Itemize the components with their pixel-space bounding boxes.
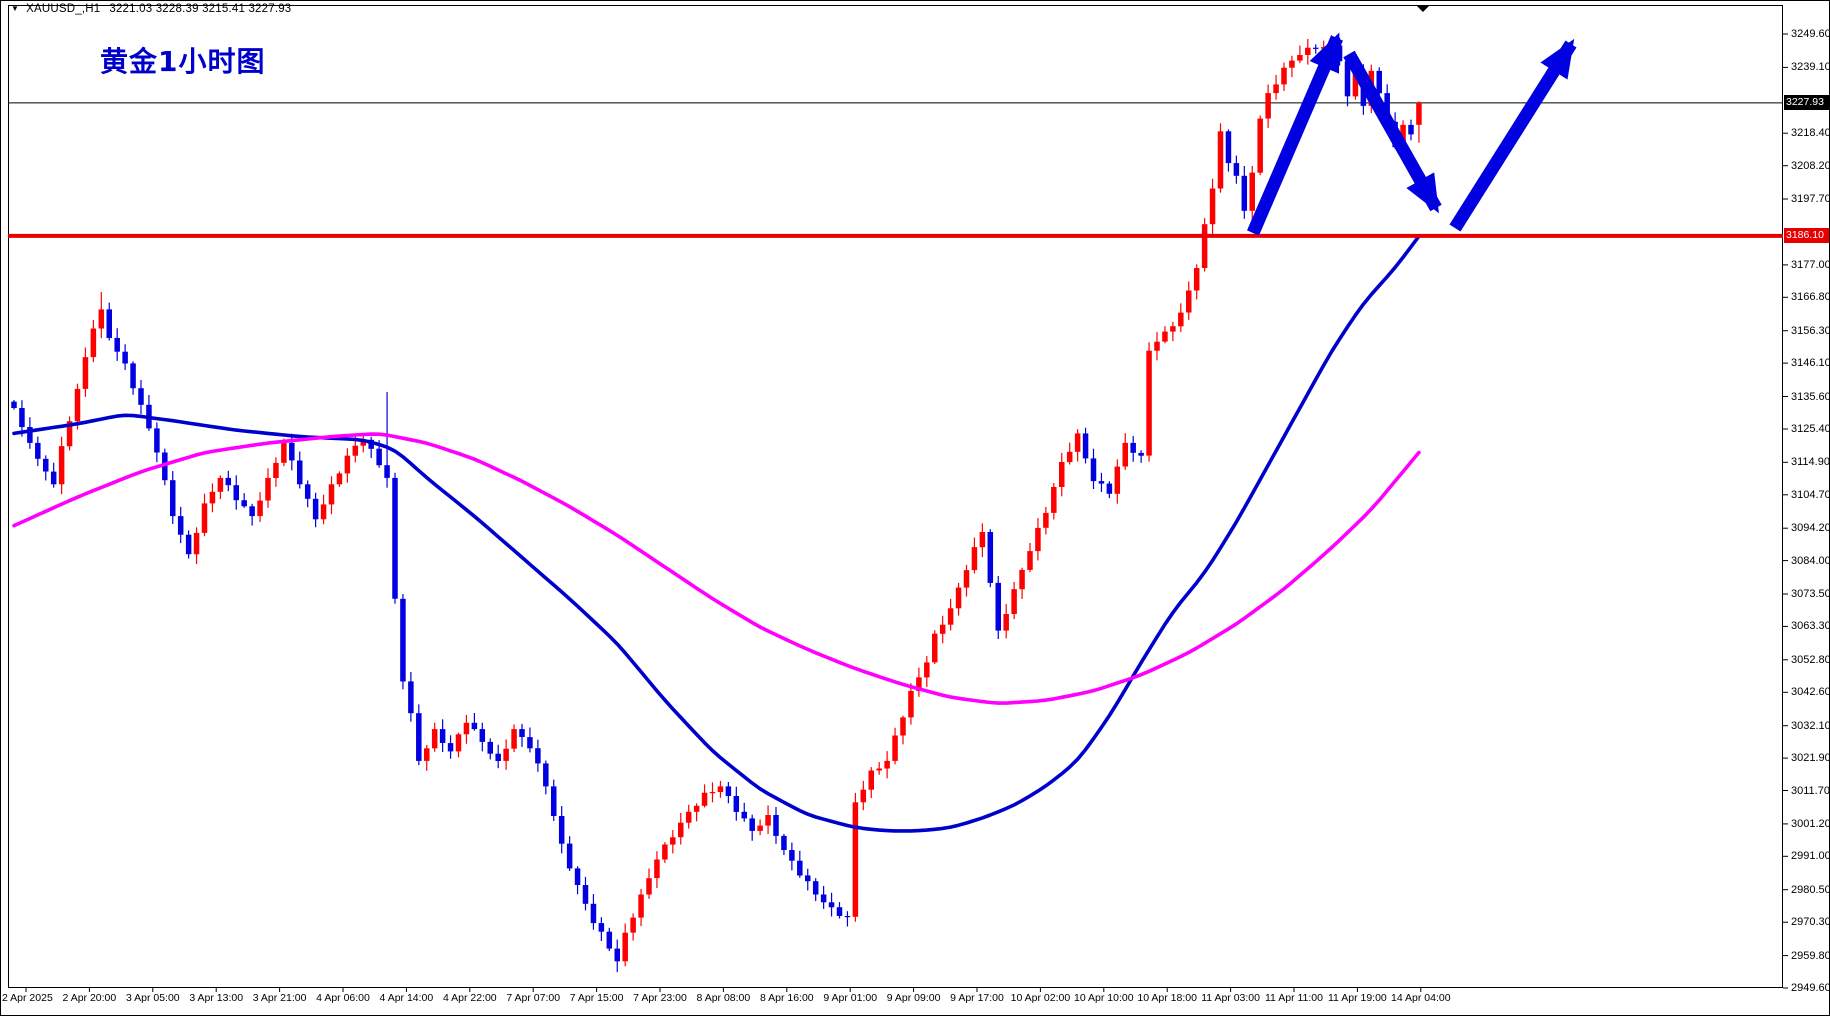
- ohlc-values: 3221.03 3228.39 3215.41 3227.93: [109, 3, 292, 15]
- time-tick-label: 3 Apr 05:00: [125, 992, 180, 1004]
- price-tick-label: 3011.70: [1791, 784, 1830, 797]
- trend-arrow-down-2: [1343, 50, 1442, 214]
- time-tick-label: 9 Apr 01:00: [823, 992, 878, 1004]
- time-tick-label: 3 Apr 13:00: [189, 992, 244, 1004]
- price-axis-ticks: [1783, 33, 1788, 989]
- time-tick-label: 11 Apr 03:00: [1201, 992, 1260, 1004]
- price-tick-label: 3249.60: [1791, 28, 1830, 40]
- time-tick-label: 4 Apr 22:00: [442, 992, 497, 1004]
- time-tick-label: 2 Apr 20:00: [62, 992, 117, 1004]
- chart-title-annotation[interactable]: 黄金1小时图: [100, 45, 266, 78]
- time-tick-label: 4 Apr 14:00: [379, 992, 434, 1004]
- time-axis-ticks: [25, 988, 1422, 992]
- time-tick-label: 11 Apr 11:00: [1265, 992, 1323, 1004]
- chart-shift-marker-icon[interactable]: [1416, 6, 1429, 12]
- price-tick-label: 2991.00: [1791, 850, 1830, 863]
- price-tick-label: 3084.00: [1791, 554, 1830, 567]
- price-tick-label: 3094.20: [1791, 522, 1830, 535]
- time-tick-label: 7 Apr 23:00: [633, 992, 687, 1004]
- time-tick-label: 8 Apr 08:00: [696, 992, 751, 1004]
- support-line-price-badge: 3186.10: [1784, 228, 1830, 244]
- price-tick-label: 3063.30: [1791, 620, 1830, 633]
- price-tick-label: 3146.10: [1791, 357, 1830, 370]
- price-tick-label: 3001.20: [1791, 817, 1830, 830]
- price-tick-label: 3052.80: [1791, 653, 1830, 666]
- price-tick-label: 2970.30: [1791, 916, 1830, 929]
- time-tick-label: 7 Apr 15:00: [569, 992, 624, 1004]
- price-tick-label: 2949.60: [1791, 982, 1830, 994]
- price-tick-label: 3104.70: [1791, 488, 1830, 501]
- time-tick-label: 3 Apr 21:00: [252, 992, 307, 1004]
- time-tick-label: 10 Apr 02:00: [1010, 992, 1071, 1004]
- ma-slow-line[interactable]: [12, 432, 1421, 705]
- price-tick-label: 2959.80: [1791, 949, 1830, 962]
- price-tick-label: 3218.40: [1791, 127, 1830, 140]
- price-tick-label: 3197.70: [1791, 193, 1830, 206]
- price-tick-label: 3177.00: [1791, 258, 1830, 271]
- price-tick-label: 3114.90: [1791, 456, 1830, 469]
- time-tick-label: 2 Apr 2025: [2, 992, 53, 1004]
- price-tick-label: 3166.80: [1791, 291, 1830, 304]
- time-tick-label: 10 Apr 18:00: [1137, 992, 1197, 1004]
- price-tick-label: 3032.10: [1791, 719, 1830, 732]
- trend-arrow-up-1: [1247, 32, 1343, 236]
- symbol-ohlc-header: ▼ XAUUSD_,H1 3221.03 3228.39 3215.41 3227.…: [11, 3, 291, 15]
- time-tick-label: 9 Apr 17:00: [950, 992, 1004, 1004]
- price-tick-label: 3156.30: [1791, 324, 1830, 337]
- time-tick-label: 7 Apr 07:00: [506, 992, 561, 1004]
- plot-frame: [8, 5, 1783, 988]
- price-tick-label: 3021.90: [1791, 752, 1830, 765]
- time-tick-label: 11 Apr 19:00: [1328, 992, 1387, 1004]
- price-tick-label: 3125.40: [1791, 422, 1830, 435]
- time-tick-label: 10 Apr 10:00: [1074, 992, 1134, 1004]
- time-tick-label: 8 Apr 16:00: [759, 992, 814, 1004]
- time-tick-label: 14 Apr 04:00: [1391, 992, 1451, 1004]
- price-tick-label: 3135.60: [1791, 390, 1830, 403]
- price-tick-label: 3239.10: [1791, 61, 1830, 74]
- symbol-period-label: XAUUSD_,H1: [26, 3, 101, 15]
- current-price-badge: 3227.93: [1784, 95, 1830, 111]
- time-tick-label: 4 Apr 06:00: [316, 992, 370, 1004]
- price-tick-label: 2980.50: [1791, 883, 1830, 896]
- time-tick-label: 9 Apr 09:00: [886, 992, 941, 1004]
- price-tick-label: 3042.60: [1791, 686, 1830, 699]
- symbol-dropdown-icon[interactable]: ▼: [11, 4, 20, 13]
- trend-arrows[interactable]: [1247, 32, 1577, 236]
- price-tick-label: 3208.20: [1791, 159, 1830, 172]
- candles-layer: [11, 35, 1422, 973]
- price-tick-label: 3073.50: [1791, 587, 1830, 600]
- trend-arrow-up-3: [1449, 38, 1577, 232]
- ma-fast-line[interactable]: [12, 234, 1421, 833]
